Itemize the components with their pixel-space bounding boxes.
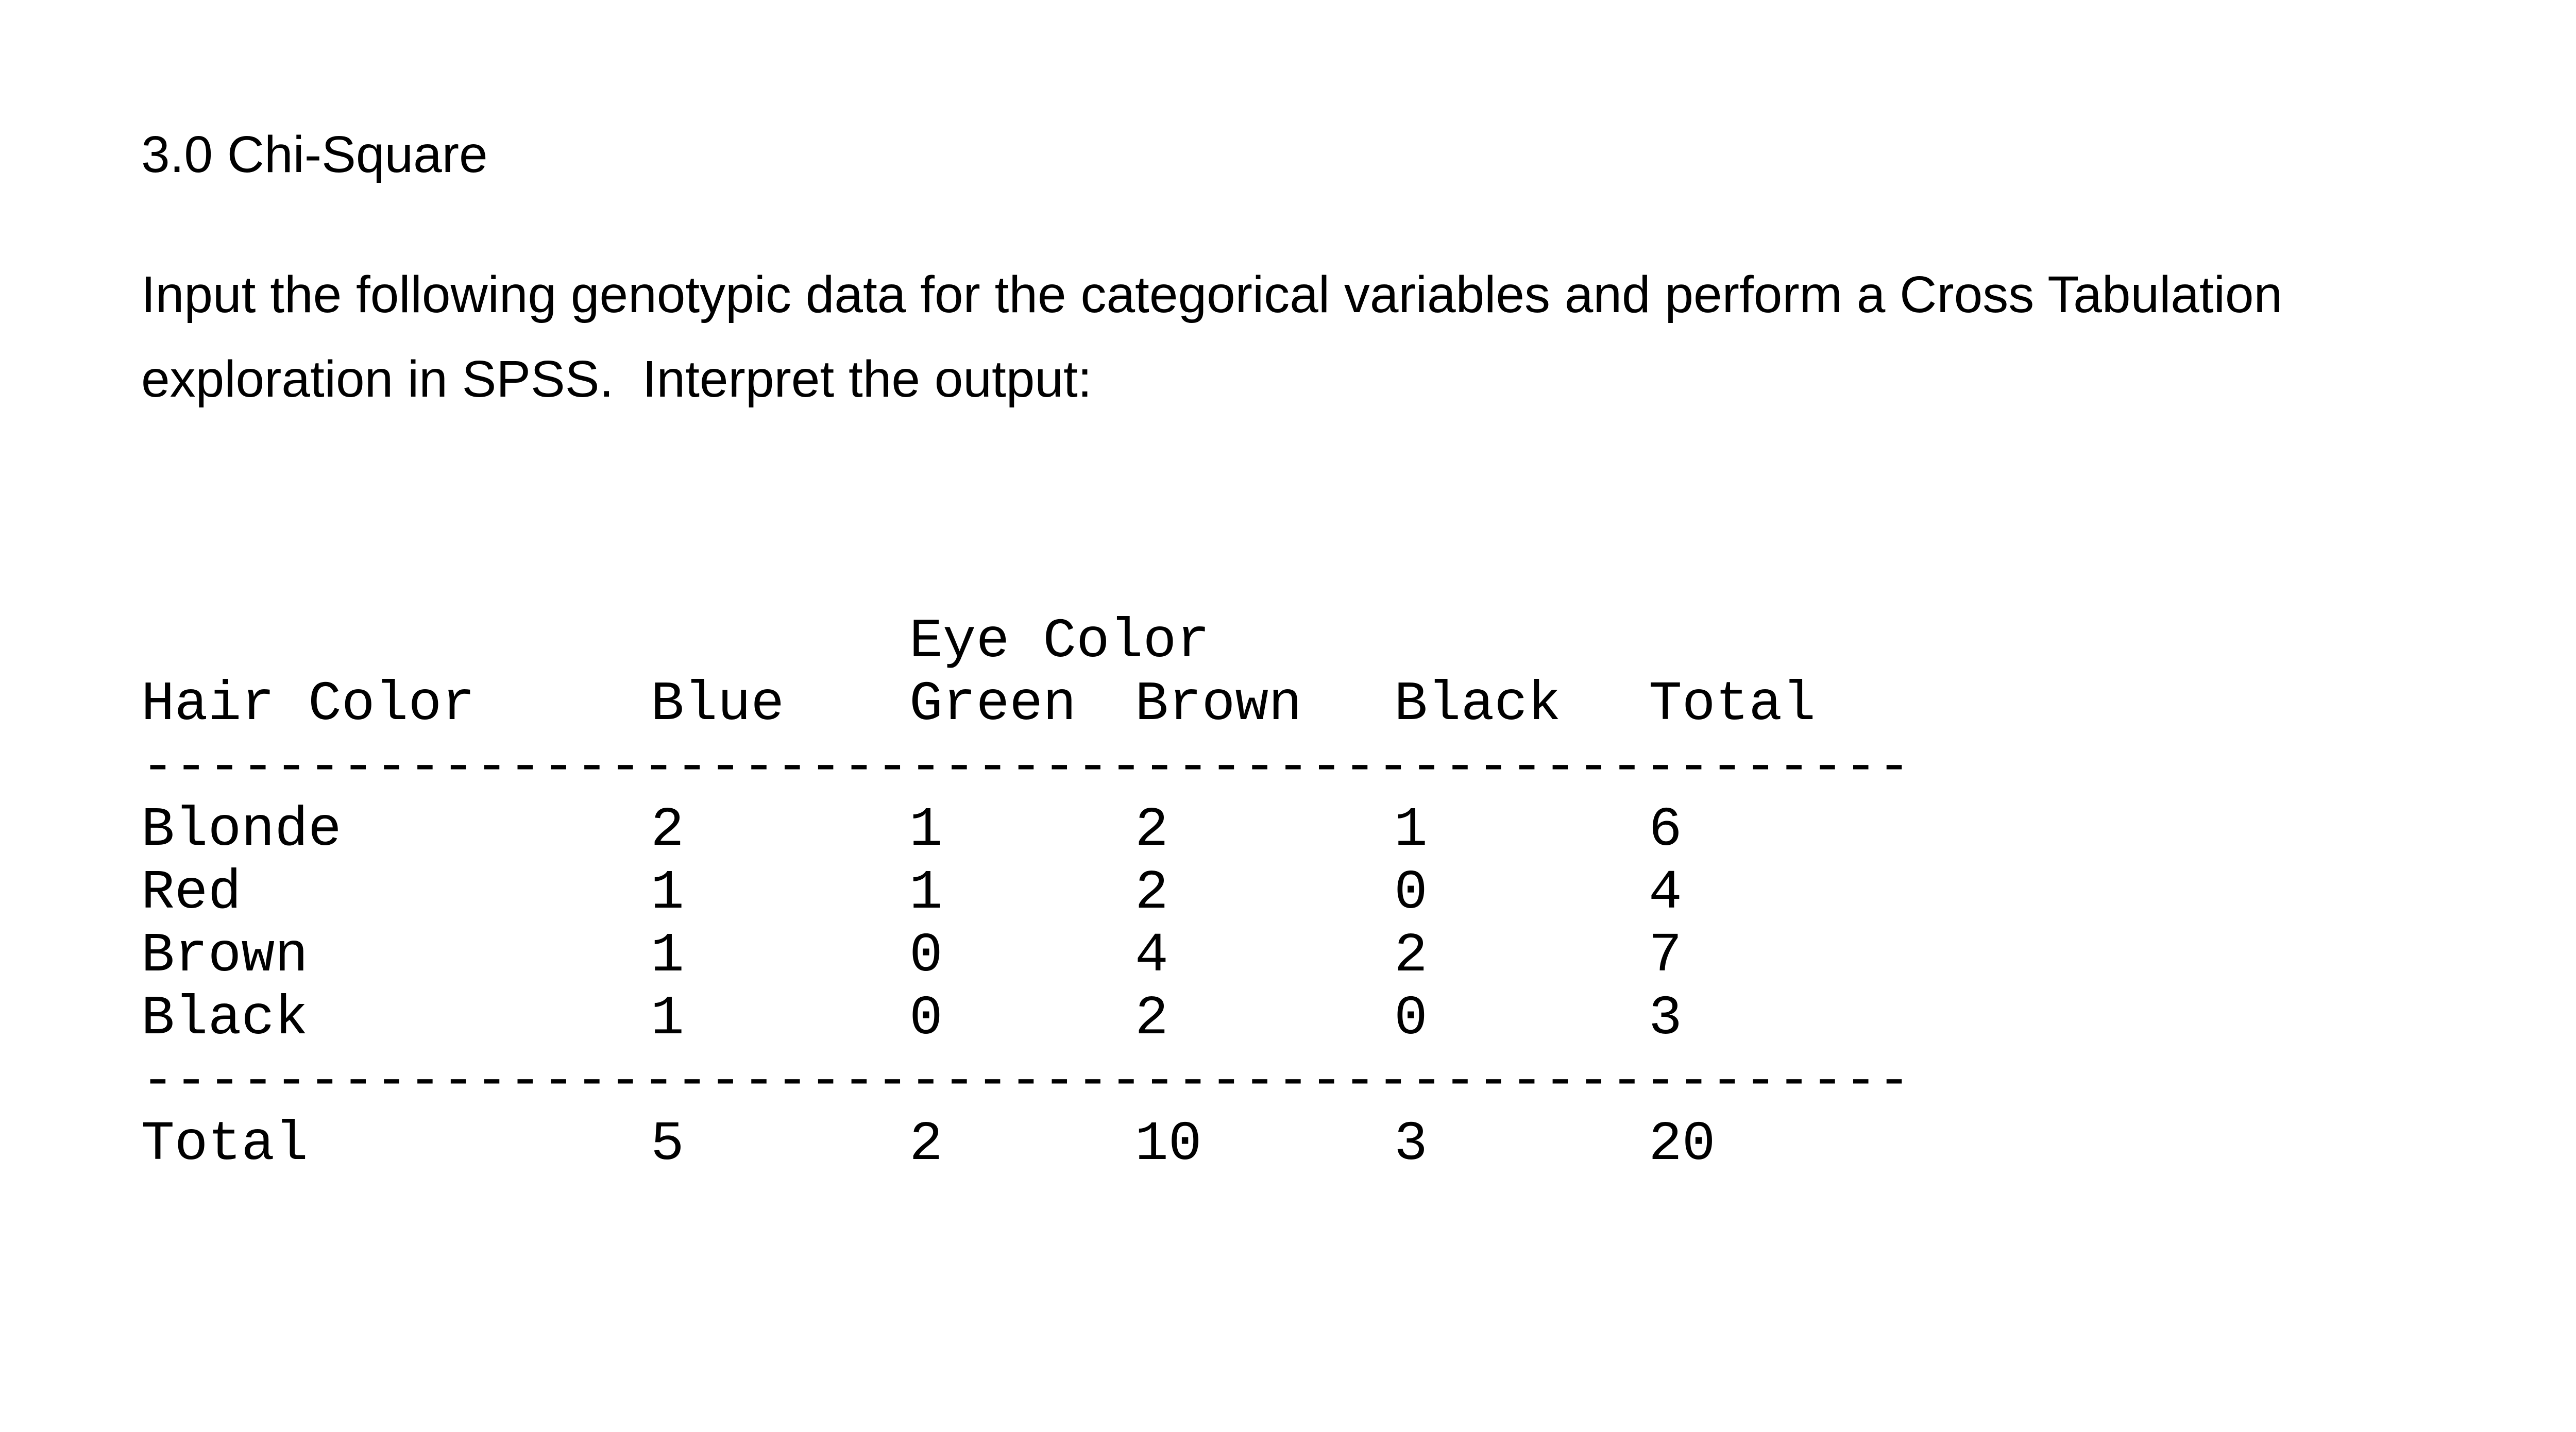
column-header-brown: Brown [1135, 673, 1302, 736]
cell-value: 6 [1649, 799, 1682, 862]
cell-value: 3 [1649, 987, 1682, 1050]
total-value: 3 [1394, 1113, 1428, 1176]
cell-value: 7 [1649, 925, 1682, 987]
divider-dashes: ----------------------------------------… [141, 1050, 1911, 1113]
cell-value: 2 [1135, 987, 1168, 1050]
total-value: 10 [1135, 1113, 1202, 1176]
table-header-row: Hair Color Blue Green Brown Black Total [141, 673, 1944, 736]
cell-value: 4 [1135, 925, 1168, 987]
crosstab-table: Eye Color Hair Color Blue Green Brown Bl… [141, 610, 1944, 1176]
total-row-label: Total [141, 1113, 309, 1176]
paragraph-line-1: Input the following genotypic data for t… [141, 266, 2283, 323]
cell-value: 0 [1394, 862, 1428, 925]
row-label: Black [141, 987, 309, 1050]
cell-value: 2 [1135, 862, 1168, 925]
instruction-paragraph: Input the following genotypic data for t… [141, 252, 2282, 421]
column-header-blue: Blue [651, 673, 785, 736]
table-row-brown: Brown 1 0 4 2 7 [141, 925, 1944, 987]
cell-value: 1 [909, 799, 943, 862]
cell-value: 0 [1394, 987, 1428, 1050]
group-header-eye-color: Eye Color [909, 610, 1210, 673]
paragraph-line-2: exploration in SPSS. Interpret the outpu… [141, 350, 1092, 408]
total-value: 20 [1649, 1113, 1716, 1176]
cell-value: 0 [909, 987, 943, 1050]
table-row-red: Red 1 1 2 0 4 [141, 862, 1944, 925]
total-value: 5 [651, 1113, 684, 1176]
total-value: 2 [909, 1113, 943, 1176]
cell-value: 2 [1135, 799, 1168, 862]
cell-value: 1 [651, 862, 684, 925]
row-label: Red [141, 862, 242, 925]
column-header-black: Black [1394, 673, 1562, 736]
cell-value: 4 [1649, 862, 1682, 925]
table-total-row: Total 5 2 10 3 20 [141, 1113, 1944, 1176]
cell-value: 1 [651, 925, 684, 987]
cell-value: 2 [1394, 925, 1428, 987]
divider-dashes: ----------------------------------------… [141, 736, 1911, 799]
row-label: Brown [141, 925, 309, 987]
table-row-black: Black 1 0 2 0 3 [141, 987, 1944, 1050]
table-divider-top: ----------------------------------------… [141, 736, 1944, 799]
table-divider-bottom: ----------------------------------------… [141, 1050, 1944, 1113]
cell-value: 0 [909, 925, 943, 987]
cell-value: 1 [909, 862, 943, 925]
table-group-header-row: Eye Color [141, 610, 1944, 673]
cell-value: 1 [651, 987, 684, 1050]
column-header-total: Total [1649, 673, 1816, 736]
cell-value: 2 [651, 799, 684, 862]
cell-value: 1 [1394, 799, 1428, 862]
row-axis-header: Hair Color [141, 673, 476, 736]
section-heading: 3.0 Chi-Square [141, 126, 488, 183]
column-header-green: Green [909, 673, 1077, 736]
table-row-blonde: Blonde 2 1 2 1 6 [141, 799, 1944, 862]
row-label: Blonde [141, 799, 342, 862]
